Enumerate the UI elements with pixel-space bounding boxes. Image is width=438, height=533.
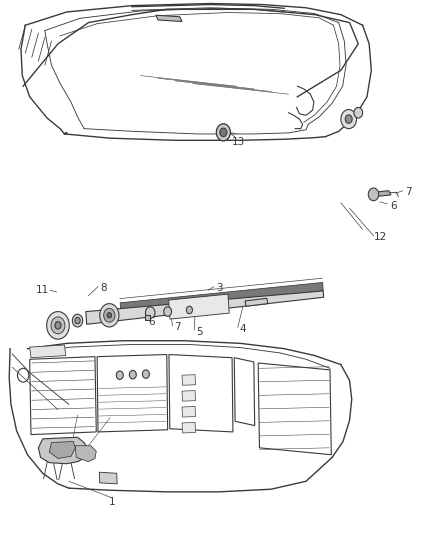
Circle shape [100,304,119,327]
Polygon shape [182,422,195,433]
Text: 7: 7 [405,187,412,197]
Circle shape [129,370,136,379]
Circle shape [345,115,352,123]
Polygon shape [49,441,75,458]
Text: 6: 6 [390,200,396,211]
Circle shape [186,306,192,314]
Circle shape [116,371,123,379]
Text: 4: 4 [240,324,246,334]
Polygon shape [245,298,268,306]
Circle shape [142,370,149,378]
Circle shape [104,309,115,322]
Circle shape [72,314,83,327]
Polygon shape [182,407,195,417]
Circle shape [216,124,230,141]
Polygon shape [182,375,195,385]
Text: 8: 8 [100,282,107,293]
Circle shape [51,317,65,334]
Polygon shape [156,15,182,21]
Polygon shape [169,294,229,319]
Circle shape [164,307,172,317]
Circle shape [47,312,69,339]
Polygon shape [145,316,150,319]
Text: 5: 5 [196,327,203,337]
Circle shape [341,110,357,128]
Text: 1: 1 [109,497,116,507]
Circle shape [220,128,227,136]
Polygon shape [86,291,324,324]
Text: 12: 12 [374,232,387,243]
Polygon shape [374,191,391,197]
Circle shape [368,188,379,201]
Text: 9: 9 [109,306,116,317]
Polygon shape [182,391,195,401]
Polygon shape [30,345,66,358]
Text: 6: 6 [148,317,155,327]
Circle shape [354,108,363,118]
Circle shape [75,317,80,324]
Circle shape [216,124,230,141]
Polygon shape [120,282,323,311]
Circle shape [55,321,61,329]
Polygon shape [99,472,117,484]
Text: 7: 7 [174,322,181,333]
Polygon shape [39,437,88,464]
Circle shape [107,313,112,318]
Polygon shape [75,446,96,462]
Text: 3: 3 [215,282,223,293]
Text: 13: 13 [232,137,245,147]
Circle shape [145,307,155,318]
Text: 11: 11 [36,285,49,295]
